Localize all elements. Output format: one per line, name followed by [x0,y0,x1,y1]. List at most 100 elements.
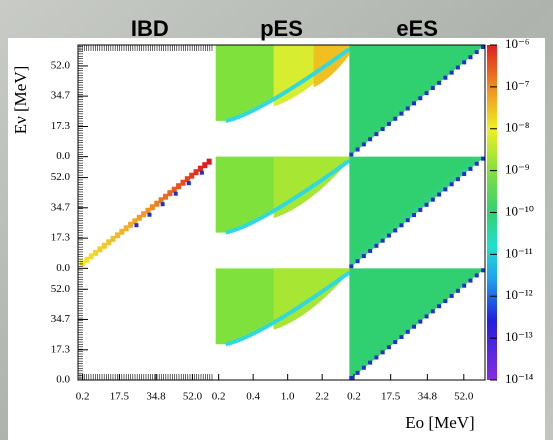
heat-cell [399,111,404,116]
heat-cell [418,319,423,324]
heat-cell [173,191,178,196]
heat-cell [418,207,423,212]
heat-cell [123,225,129,232]
heat-cell [481,268,485,273]
x-tick-label: 0.2 [347,391,361,403]
x-tick-label: 52.0 [454,391,474,403]
heat-cell [386,233,391,238]
x-tick-label: 17.5 [381,391,401,403]
heat-cell [412,101,417,106]
heat-cell [386,345,391,350]
heat-cell [437,192,442,197]
heat-cell [197,165,203,172]
panel-title: eES [396,16,438,41]
heat-cell [361,254,366,259]
heat-cell [202,162,208,169]
x-tick-label: 0.2 [76,391,90,403]
heat-cell [374,132,379,137]
heat-cell [386,121,391,126]
y-tick-label: 34.7 [51,90,71,102]
heat-cell [162,193,168,200]
y-tick-label: 34.7 [51,313,71,325]
heat-cell [141,211,147,218]
y-tick-label: 17.3 [51,343,71,355]
colorbar-tick-label: 10⁻⁷ [505,78,529,93]
y-tick-label: 17.3 [51,120,71,132]
heat-cell [145,207,151,214]
heat-cell [474,161,479,166]
colorbar-tick-label: 10⁻⁹ [505,162,530,177]
frame [77,44,486,381]
heat-cell [405,329,410,334]
heat-cell [462,60,467,65]
heat-cell [154,200,160,207]
heat-cell [199,170,204,175]
heat-cell [468,55,473,60]
colorbar-tick-label: 10⁻¹¹ [505,245,533,260]
heat-cell [355,259,360,264]
x-tick-label: 52.0 [183,391,203,403]
heat-cell [80,260,85,267]
heat-cell [186,181,191,186]
heat-cell [437,304,442,309]
heat-cell [119,228,125,235]
heat-cell [149,204,155,211]
heat-cell [405,106,410,111]
heat-cell [160,202,165,207]
heat-cell [368,137,373,142]
heat-cell [380,127,385,132]
heat-cell [355,370,360,375]
heat-cell [443,75,448,80]
heat-cell [206,158,212,165]
y-tick-label: 52.0 [51,283,71,295]
heat-cell [128,221,134,228]
heat-cell [443,299,448,304]
panel-title: pES [260,16,303,41]
x-tick-label: 0.4 [246,391,260,403]
heat-cell [176,183,182,190]
heat-cell [136,214,142,221]
heat-cell [481,45,485,49]
heat-cell [443,187,448,192]
heat-cell [455,288,460,293]
heat-cell [393,228,398,233]
x-tick-label: 2.2 [315,391,329,403]
heat-cell [184,176,190,183]
heat-cell [88,253,94,260]
x-tick-label: 34.8 [418,391,438,403]
heat-cell [106,239,112,246]
heat-cell [430,309,435,314]
heat-cell [349,152,354,157]
heat-cell [424,314,429,319]
heat-cell [361,365,366,370]
x-tick-label: 17.5 [110,391,130,403]
heat-cell [468,278,473,283]
heat-cell [393,340,398,345]
x-axis-label: Eo [MeV] [405,413,474,432]
heat-cell [110,235,116,242]
heat-cell [424,202,429,207]
heat-cell [158,197,164,204]
colorbar-tick-label: 10⁻⁸ [505,120,530,135]
x-tick-label: 34.8 [146,391,166,403]
heat-cell [462,283,467,288]
heat-cell [349,376,354,380]
heat-cell [412,213,417,218]
colorbar-tick-label: 10⁻¹² [505,287,533,302]
heat-cell [474,50,479,55]
y-tick-label: 34.7 [51,201,71,213]
colorbar-tick-label: 10⁻¹⁰ [505,203,534,218]
heat-cell [449,293,454,298]
heat-cell [361,142,366,147]
y-tick-label: 17.3 [51,232,71,244]
heat-cell [449,182,454,187]
heat-cell [405,218,410,223]
heat-cell [430,86,435,91]
heat-edge [225,47,351,123]
heat-cell [189,172,195,179]
heat-cell [437,80,442,85]
heat-cell [97,246,103,253]
y-tick-label: 52.0 [51,171,71,183]
heat-cell [474,273,479,278]
